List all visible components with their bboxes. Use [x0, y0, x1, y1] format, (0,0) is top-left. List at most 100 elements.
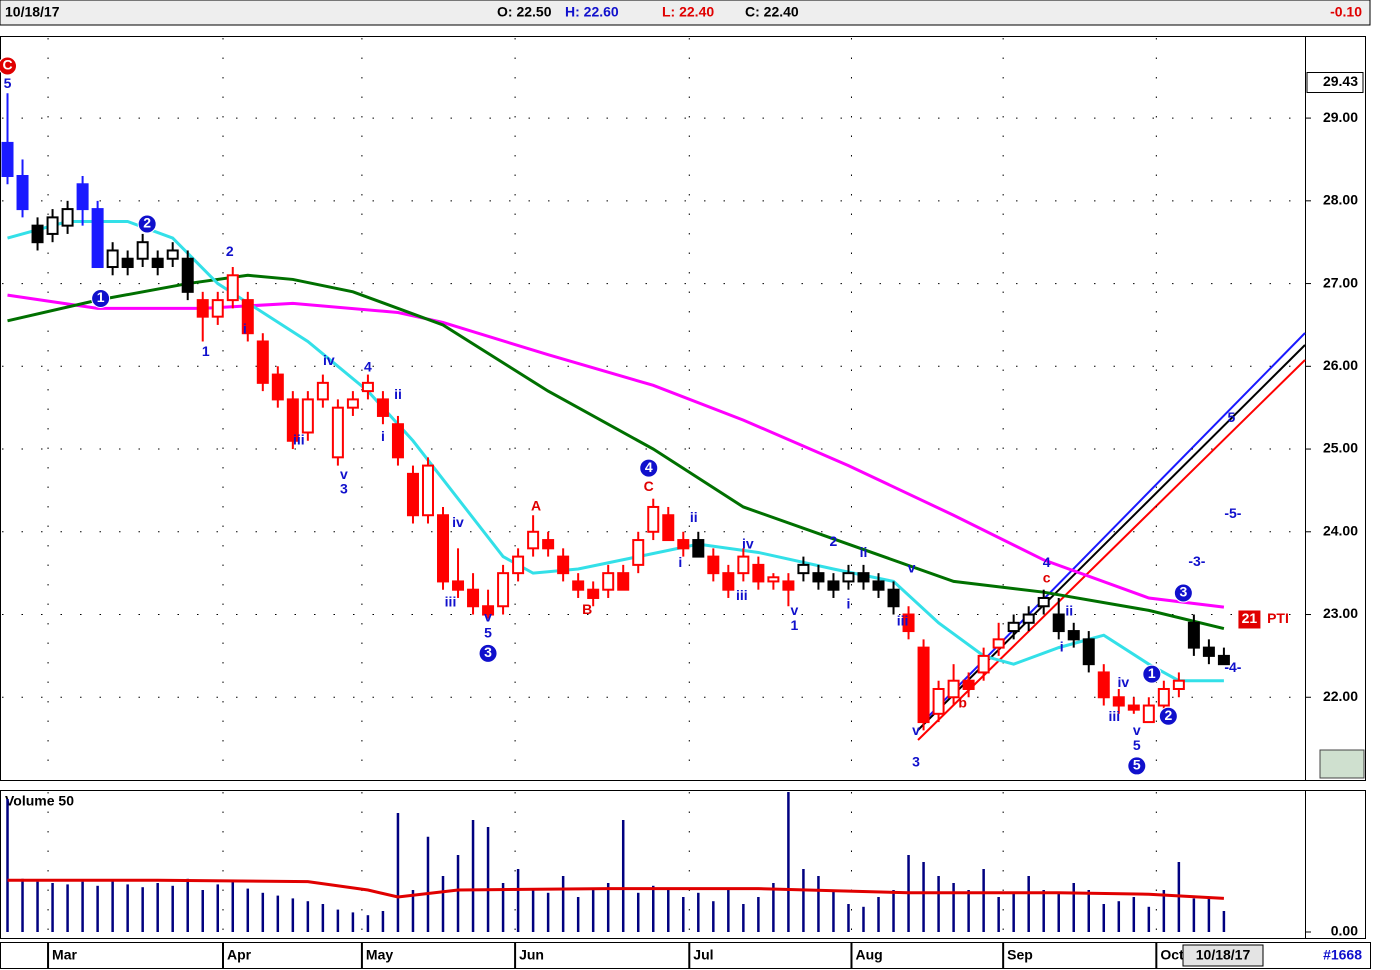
wave-label: A	[531, 498, 541, 514]
footer-date: 10/18/17	[1196, 947, 1251, 963]
candle-body	[1142, 704, 1155, 724]
x-tick-label: Aug	[855, 947, 882, 963]
wave-label: 2	[1164, 707, 1172, 723]
candle-body	[977, 654, 990, 674]
candle-body	[1202, 646, 1215, 657]
wave-label: 5	[4, 75, 12, 91]
candle-body	[61, 208, 74, 227]
y-tick-label: 28.00	[1323, 192, 1358, 208]
candle-body	[31, 224, 44, 244]
wave-label: iii	[293, 431, 305, 447]
candle-body	[872, 580, 885, 591]
candle-body	[452, 580, 465, 591]
candle-body	[1037, 596, 1050, 608]
wave-label: i	[847, 595, 851, 611]
wave-circle	[1173, 583, 1193, 603]
y-tick-label: 24.00	[1323, 522, 1358, 538]
wave-label: ii	[1065, 603, 1073, 619]
candle-body	[121, 257, 134, 269]
header-close: C: 22.40	[745, 4, 799, 20]
volume-axis-panel	[1305, 790, 1366, 939]
candle-body	[827, 580, 840, 591]
wave-circle	[639, 458, 659, 478]
wave-label: 4	[645, 459, 653, 475]
header-low: L: 22.40	[662, 4, 714, 20]
candle-body	[226, 274, 239, 302]
wave-label: iii	[897, 613, 909, 629]
candle-body	[722, 572, 735, 591]
candle-body	[1007, 621, 1020, 633]
symbol-box	[1238, 610, 1261, 629]
candle-body	[1112, 696, 1125, 707]
wave-label: -4-	[1224, 659, 1241, 675]
moving-average	[7, 878, 1224, 900]
candle-body	[151, 257, 164, 269]
candle-body	[572, 580, 585, 591]
candle-body	[482, 605, 495, 616]
candle-body	[782, 580, 795, 591]
wave-label: b	[958, 695, 967, 711]
candle-body	[406, 472, 419, 517]
candle-body	[211, 299, 224, 318]
x-tick-label: Mar	[52, 947, 77, 963]
wave-label: -3-	[1188, 553, 1205, 569]
y-tick-label: 29.00	[1323, 109, 1358, 125]
wave-label: iv	[323, 352, 335, 368]
candle-body	[1127, 704, 1140, 711]
wave-circle	[1142, 664, 1162, 684]
x-tick-label: May	[366, 947, 393, 963]
candle-body	[647, 505, 660, 533]
wave-label: iv	[742, 536, 754, 552]
candle-body	[797, 563, 810, 575]
tool-icon[interactable]	[1319, 749, 1365, 779]
candle-body	[241, 299, 254, 335]
footer-id: #1668	[1323, 947, 1362, 963]
candle-body	[106, 249, 119, 269]
wave-label: 3	[912, 753, 920, 769]
header-high: H: 22.60	[565, 4, 619, 20]
wave-label: 1	[1148, 665, 1156, 681]
wave-label: 3	[484, 644, 492, 660]
wave-label: 5	[484, 624, 492, 640]
wave-label: v	[340, 466, 348, 482]
candle-body	[1187, 621, 1200, 649]
header-date: 10/18/17	[5, 4, 60, 20]
wave-label: C	[2, 57, 12, 73]
wave-label: iii	[1108, 708, 1120, 724]
candle-body	[707, 555, 720, 575]
wave-label: iv	[1117, 674, 1129, 690]
candle-body	[1022, 613, 1035, 624]
price-marker-label: 29.43	[1323, 73, 1358, 89]
candle-body	[737, 555, 750, 575]
candle-body	[376, 398, 389, 417]
wave-circle	[478, 643, 498, 663]
wave-label: -5-	[1224, 505, 1241, 521]
candle-body	[1157, 687, 1170, 707]
candle-body	[361, 381, 374, 393]
price-axis-panel	[1305, 36, 1366, 781]
wave-circle	[137, 214, 157, 234]
candle-body	[992, 638, 1005, 649]
x-tick-label: Jul	[693, 947, 713, 963]
candle-body	[662, 514, 675, 542]
candle-body	[692, 539, 705, 558]
candle-body	[196, 299, 209, 318]
candle-body	[166, 249, 179, 260]
candle-body	[271, 373, 284, 401]
candle-body	[76, 183, 89, 211]
candle-body	[812, 572, 825, 583]
candle-body	[301, 398, 314, 434]
wave-label: 4	[1043, 554, 1051, 570]
candle-body	[512, 555, 525, 575]
wave-label: ii	[690, 509, 698, 525]
wave-label: v	[791, 602, 799, 618]
wave-label: PTI	[1267, 610, 1289, 626]
wave-label: v	[908, 560, 916, 576]
y-tick-label: 0.00	[1331, 923, 1358, 939]
y-tick-label: 23.00	[1323, 605, 1358, 621]
candle-body	[467, 588, 480, 608]
candle-body	[587, 588, 600, 599]
candle-body	[1067, 630, 1080, 641]
wave-circle	[1158, 706, 1178, 726]
